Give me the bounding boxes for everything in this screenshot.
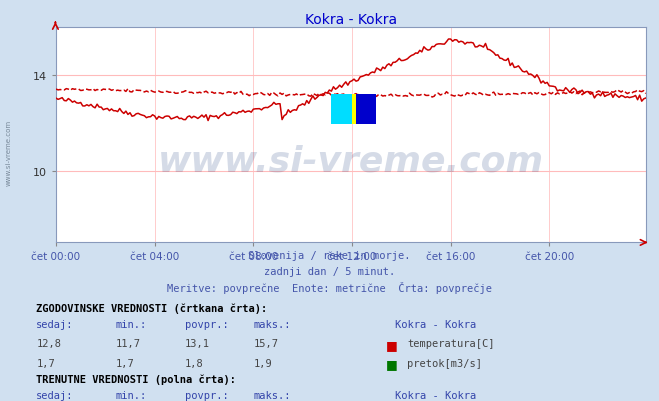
- Text: Kokra - Kokra: Kokra - Kokra: [395, 390, 476, 400]
- Bar: [331, 95, 352, 125]
- Text: maks.:: maks.:: [254, 319, 291, 329]
- Text: zadnji dan / 5 minut.: zadnji dan / 5 minut.: [264, 266, 395, 276]
- Text: ZGODOVINSKE VREDNOSTI (črtkana črta):: ZGODOVINSKE VREDNOSTI (črtkana črta):: [36, 303, 268, 313]
- Text: sedaj:: sedaj:: [36, 319, 74, 329]
- Bar: [356, 95, 376, 125]
- Text: 1,8: 1,8: [185, 358, 203, 368]
- Bar: [331, 95, 376, 125]
- Text: www.si-vreme.com: www.si-vreme.com: [158, 144, 544, 178]
- Text: 12,8: 12,8: [36, 338, 61, 348]
- Text: 11,7: 11,7: [115, 338, 140, 348]
- Text: temperatura[C]: temperatura[C]: [407, 338, 495, 348]
- Text: TRENUTNE VREDNOSTI (polna črta):: TRENUTNE VREDNOSTI (polna črta):: [36, 374, 236, 385]
- Text: ■: ■: [386, 358, 397, 371]
- Text: povpr.:: povpr.:: [185, 319, 228, 329]
- Text: www.si-vreme.com: www.si-vreme.com: [5, 119, 12, 185]
- Text: 15,7: 15,7: [254, 338, 279, 348]
- Text: povpr.:: povpr.:: [185, 390, 228, 400]
- Text: 1,7: 1,7: [36, 358, 55, 368]
- Text: Slovenija / reke in morje.: Slovenija / reke in morje.: [248, 251, 411, 261]
- Text: 13,1: 13,1: [185, 338, 210, 348]
- Text: 1,7: 1,7: [115, 358, 134, 368]
- Text: Meritve: povprečne  Enote: metrične  Črta: povprečje: Meritve: povprečne Enote: metrične Črta:…: [167, 281, 492, 293]
- Text: maks.:: maks.:: [254, 390, 291, 400]
- Text: ■: ■: [386, 338, 397, 351]
- Text: Kokra - Kokra: Kokra - Kokra: [395, 319, 476, 329]
- Text: 1,9: 1,9: [254, 358, 272, 368]
- Text: min.:: min.:: [115, 390, 146, 400]
- Title: Kokra - Kokra: Kokra - Kokra: [305, 13, 397, 27]
- Text: min.:: min.:: [115, 319, 146, 329]
- Text: sedaj:: sedaj:: [36, 390, 74, 400]
- Text: pretok[m3/s]: pretok[m3/s]: [407, 358, 482, 368]
